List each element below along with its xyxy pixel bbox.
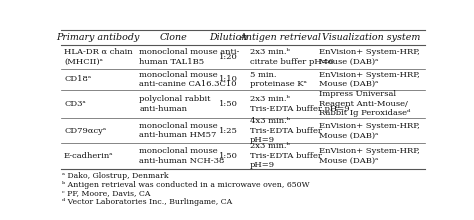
Text: Visualization system: Visualization system	[322, 33, 420, 42]
Text: EnVision+ System-HRP,
Mouse (DAB)ᵃ: EnVision+ System-HRP, Mouse (DAB)ᵃ	[319, 71, 420, 88]
Text: E-cadherinᵃ: E-cadherinᵃ	[64, 152, 114, 160]
Text: 1:50: 1:50	[219, 152, 238, 160]
Text: Dilution: Dilution	[210, 33, 248, 42]
Text: 4x3 min.ᵇ
Tris-EDTA buffer
pH=9: 4x3 min.ᵇ Tris-EDTA buffer pH=9	[249, 117, 321, 144]
Text: CD18ᵃ: CD18ᵃ	[64, 75, 91, 83]
Text: 1:10: 1:10	[219, 75, 238, 83]
Text: 1:25: 1:25	[219, 126, 238, 135]
Text: 1:50: 1:50	[219, 100, 238, 108]
Text: Antigen retrieval: Antigen retrieval	[240, 33, 322, 42]
Text: 2x3 min.ᵇ
citrate buffer pH=6: 2x3 min.ᵇ citrate buffer pH=6	[249, 48, 333, 66]
Text: EnVision+ System-HRP,
Mouse (DAB)ᵃ: EnVision+ System-HRP, Mouse (DAB)ᵃ	[319, 122, 420, 139]
Text: monoclonal mouse anti-
human TAL1B5: monoclonal mouse anti- human TAL1B5	[139, 48, 240, 66]
Text: monoclonal mouse
anti-canine CA16.3C10: monoclonal mouse anti-canine CA16.3C10	[139, 71, 237, 88]
Text: EnVision+ System-HRP,
Mouse (DAB)ᵃ: EnVision+ System-HRP, Mouse (DAB)ᵃ	[319, 147, 420, 165]
Text: Primary antibody: Primary antibody	[56, 33, 140, 42]
Text: ᵇ Antigen retrieval was conducted in a microwave oven, 650W: ᵇ Antigen retrieval was conducted in a m…	[62, 181, 310, 189]
Text: 2x3 min.ᵇ
Tris-EDTA buffer
pH=9: 2x3 min.ᵇ Tris-EDTA buffer pH=9	[249, 143, 321, 169]
Text: polyclonal rabbit
anti-human: polyclonal rabbit anti-human	[139, 95, 211, 113]
Text: HLA-DR α chain
(MHCII)ᵃ: HLA-DR α chain (MHCII)ᵃ	[64, 48, 133, 66]
Text: ᵃ Dako, Glostrup, Denmark: ᵃ Dako, Glostrup, Denmark	[62, 172, 169, 180]
Text: EnVision+ System-HRP,
Mouse (DAB)ᵃ: EnVision+ System-HRP, Mouse (DAB)ᵃ	[319, 48, 420, 66]
Text: ᶜ PF, Moore, Davis, CA: ᶜ PF, Moore, Davis, CA	[62, 189, 151, 197]
Text: CD3ᵃ: CD3ᵃ	[64, 100, 86, 108]
Text: 5 min.
proteinase Kᵃ: 5 min. proteinase Kᵃ	[249, 71, 306, 88]
Text: ᵈ Vector Laboratories Inc., Burlingame, CA: ᵈ Vector Laboratories Inc., Burlingame, …	[62, 198, 232, 206]
Text: monoclonal mouse
anti-human NCH-38: monoclonal mouse anti-human NCH-38	[139, 147, 225, 165]
Text: Clone: Clone	[160, 33, 187, 42]
Text: 2x3 min.ᵇ
Tris-EDTA buffer pH=9: 2x3 min.ᵇ Tris-EDTA buffer pH=9	[249, 95, 349, 113]
Text: Impress Universal
Reagent Anti-Mouse/
Rabbit Ig Peroxidaseᵈ: Impress Universal Reagent Anti-Mouse/ Ra…	[319, 90, 410, 117]
Text: 1:20: 1:20	[219, 53, 238, 61]
Text: monoclonal mouse
anti-human HM57: monoclonal mouse anti-human HM57	[139, 122, 218, 139]
Text: CD79αcyᵃ: CD79αcyᵃ	[64, 126, 106, 135]
